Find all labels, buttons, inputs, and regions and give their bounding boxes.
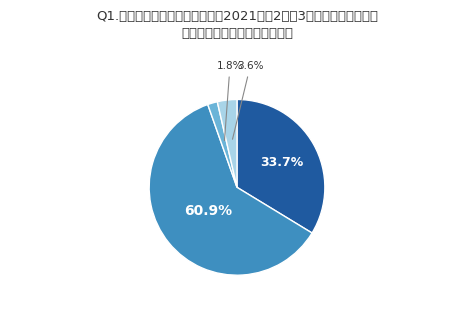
Text: 60.9%: 60.9% <box>184 203 232 218</box>
Wedge shape <box>149 105 312 275</box>
Wedge shape <box>237 99 325 233</box>
Text: 1.8%: 1.8% <box>217 61 243 141</box>
Wedge shape <box>217 99 237 187</box>
Wedge shape <box>208 102 237 187</box>
Text: Q1.あなたは、コロナ禍における2021年の2月〜3月のタイミングでの
卒業旅行を予定していますか。: Q1.あなたは、コロナ禍における2021年の2月〜3月のタイミングでの 卒業旅行… <box>96 10 378 40</box>
Text: 3.6%: 3.6% <box>233 61 264 139</box>
Text: 33.7%: 33.7% <box>260 156 303 169</box>
